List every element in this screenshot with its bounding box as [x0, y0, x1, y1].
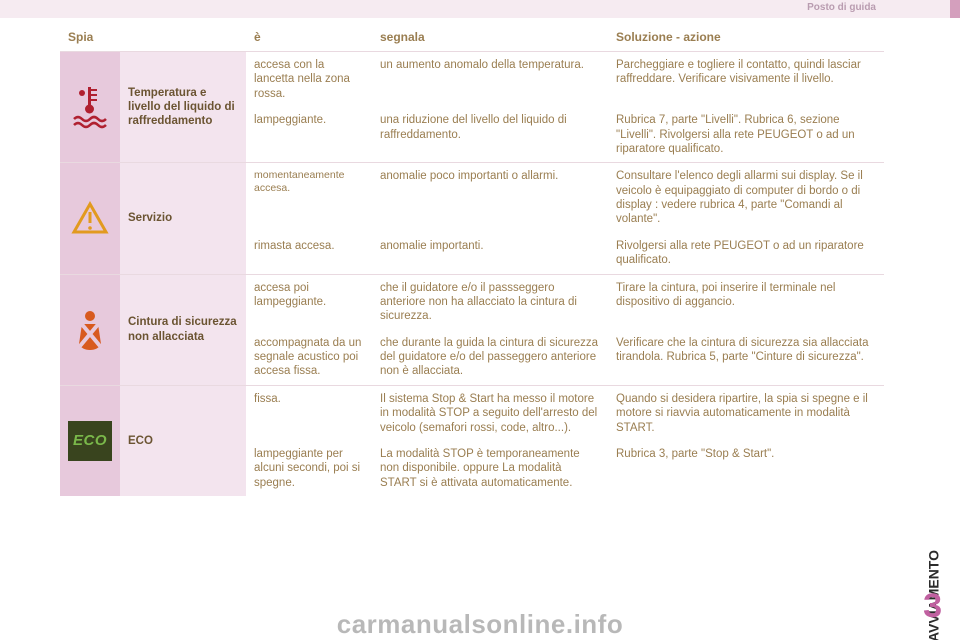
state-text: lampeggiante. [246, 107, 372, 163]
header-strip: Posto di guida [0, 0, 890, 18]
state-text: rimasta accesa. [246, 233, 372, 274]
signal-text: anomalie importanti. [372, 233, 608, 274]
right-accent-bar [950, 0, 960, 640]
indicator-label: Cintura di sicurezza non allacciata [120, 274, 246, 385]
col-spia: Spia [60, 24, 246, 52]
page: ALL'AVVIAMENTO 3 Posto di guida Spia è s… [0, 0, 960, 640]
state-text: accesa poi lampeggiante. [246, 274, 372, 330]
table-row: Temperatura e livello del liquido di raf… [60, 52, 884, 108]
signal-text: una riduzione del livello del liquido di… [372, 107, 608, 163]
signal-text: che il guidatore e/o il passseggero ante… [372, 274, 608, 330]
page-title: Posto di guida [807, 2, 876, 13]
signal-text: La modalità STOP è temporaneamente non d… [372, 441, 608, 496]
solution-text: Quando si desidera ripartire, la spia si… [608, 385, 884, 441]
indicator-label: Servizio [120, 163, 246, 274]
warning-triangle-icon [70, 198, 110, 238]
indicator-icon-cell: ECO [60, 385, 120, 496]
signal-text: un aumento anomalo della temperatura. [372, 52, 608, 108]
solution-text: Tirare la cintura, poi inserire il termi… [608, 274, 884, 330]
table-header-row: Spia è segnala Soluzione - azione [60, 24, 884, 52]
accent-top [950, 0, 960, 18]
table-row: ECO ECO fissa. Il sistema Stop & Start h… [60, 385, 884, 441]
indicator-label: Temperatura e livello del liquido di raf… [120, 52, 246, 163]
signal-text: anomalie poco importanti o allarmi. [372, 163, 608, 233]
signal-text: che durante la guida la cintura di sicur… [372, 330, 608, 386]
solution-text: Consultare l'elenco degli allarmi sui di… [608, 163, 884, 233]
warning-lights-table: Spia è segnala Soluzione - azione [60, 24, 884, 496]
solution-text: Rubrica 3, parte "Stop & Start". [608, 441, 884, 496]
coolant-temp-icon [70, 83, 110, 131]
solution-text: Rivolgersi alla rete PEUGEOT o ad un rip… [608, 233, 884, 274]
right-column: ALL'AVVIAMENTO 3 [890, 0, 950, 640]
col-e: è [246, 24, 372, 52]
state-text: accesa con la lancetta nella zona rossa. [246, 52, 372, 108]
indicator-icon-cell [60, 274, 120, 385]
table-row: Servizio momentaneamente accesa. anomali… [60, 163, 884, 233]
solution-text: Parcheggiare e togliere il contatto, qui… [608, 52, 884, 108]
state-text: lampeggiante per alcuni secondi, poi si … [246, 441, 372, 496]
state-text: fissa. [246, 385, 372, 441]
indicator-icon-cell [60, 163, 120, 274]
indicator-label: ECO [120, 385, 246, 496]
col-soluzione: Soluzione - azione [608, 24, 884, 52]
eco-icon: ECO [68, 421, 112, 461]
accent-rest [950, 18, 960, 640]
col-segnala: segnala [372, 24, 608, 52]
solution-text: Rubrica 7, parte "Livelli". Rubrica 6, s… [608, 107, 884, 163]
table-row: Cintura di sicurezza non allacciata acce… [60, 274, 884, 330]
watermark: carmanualsonline.info [0, 609, 960, 640]
indicator-icon-cell [60, 52, 120, 163]
state-text: accompagnata da un segnale acustico poi … [246, 330, 372, 386]
signal-text: Il sistema Stop & Start ha messo il moto… [372, 385, 608, 441]
right-column-topbar [890, 0, 950, 18]
solution-text: Verificare che la cintura di sicurezza s… [608, 330, 884, 386]
state-text: momentaneamente accesa. [246, 163, 372, 233]
seatbelt-icon [70, 306, 110, 354]
eco-icon-text: ECO [73, 432, 107, 451]
